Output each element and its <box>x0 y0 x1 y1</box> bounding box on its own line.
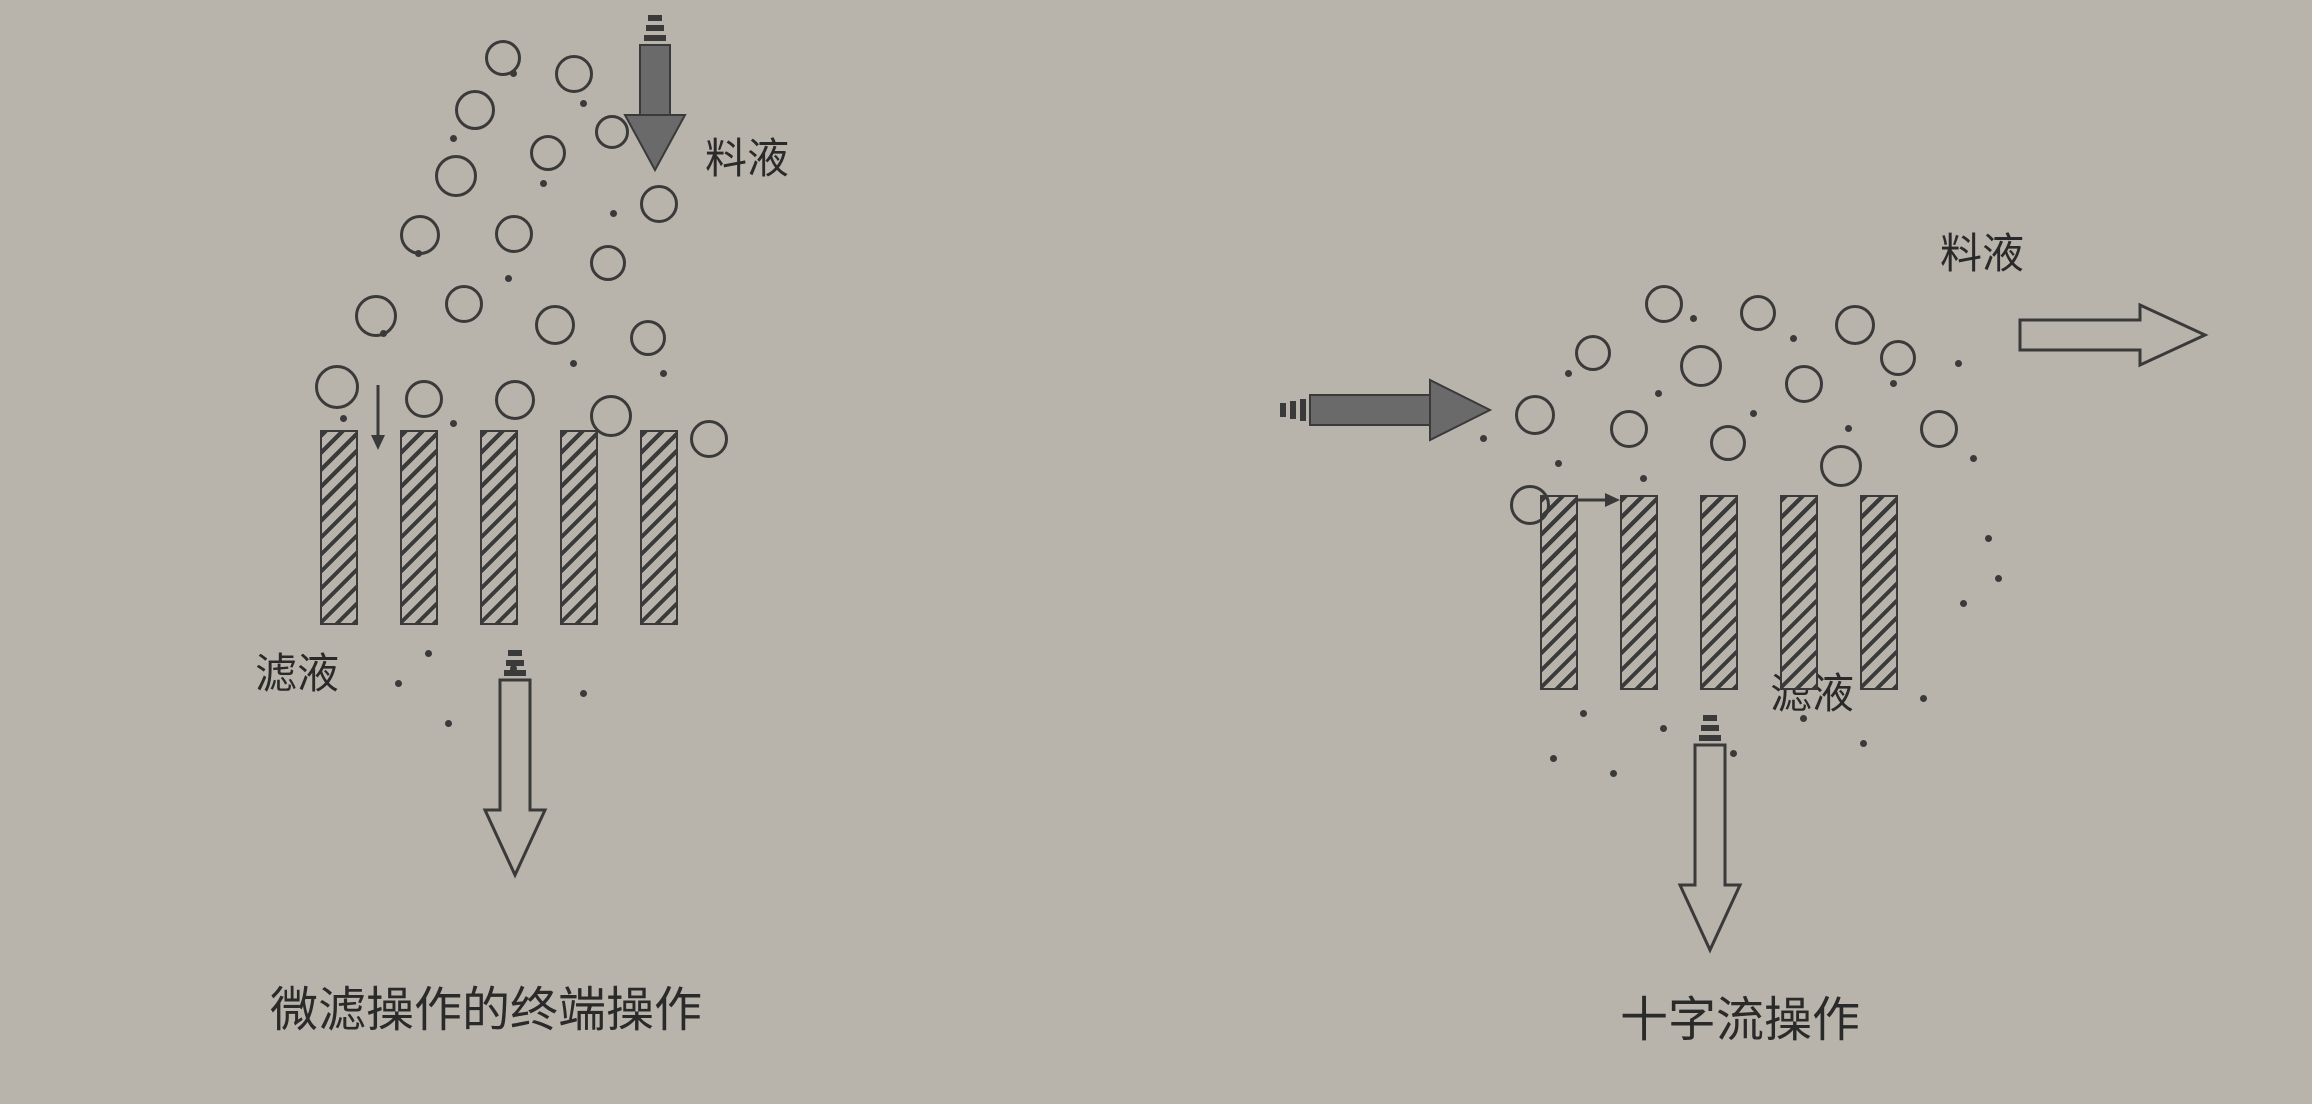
particle-large <box>690 420 728 458</box>
particle-small <box>1730 750 1737 757</box>
particle-large <box>555 55 593 93</box>
particle-small <box>415 250 422 257</box>
filtrate-label-left: 滤液 <box>255 640 339 701</box>
internal-arrow-icon <box>363 385 393 455</box>
particle-small <box>580 100 587 107</box>
particle-large <box>495 380 535 420</box>
membrane-bar <box>1700 495 1738 690</box>
particle-small <box>1920 695 1927 702</box>
particle-large <box>535 305 575 345</box>
particle-small <box>340 415 347 422</box>
particle-large <box>590 395 632 437</box>
particle-small <box>1790 335 1797 342</box>
particle-small <box>1860 740 1867 747</box>
particle-large <box>1785 365 1823 403</box>
membrane-bar <box>560 430 598 625</box>
particle-small <box>1610 770 1617 777</box>
particle-small <box>1750 410 1757 417</box>
particle-small <box>1800 715 1807 722</box>
particle-small <box>445 720 452 727</box>
particle-large <box>595 115 629 149</box>
particle-large <box>1575 335 1611 371</box>
particle-large <box>530 135 566 171</box>
particle-small <box>610 210 617 217</box>
particle-large <box>1645 285 1683 323</box>
particle-large <box>435 155 477 197</box>
particle-small <box>425 650 432 657</box>
particle-large <box>1510 485 1550 525</box>
membrane-bar <box>640 430 678 625</box>
membrane-bar <box>400 430 438 625</box>
particle-small <box>1985 535 1992 542</box>
feed-arrow-down-icon <box>620 15 690 185</box>
particle-small <box>1970 455 1977 462</box>
particle-large <box>315 365 359 409</box>
particle-small <box>450 135 457 142</box>
particle-large <box>1740 295 1776 331</box>
particle-large <box>445 285 483 323</box>
particle-small <box>505 275 512 282</box>
particle-large <box>405 380 443 418</box>
particle-small <box>1960 600 1967 607</box>
membrane-bar <box>320 430 358 625</box>
right-diagram: 料液 滤液 十字流操作 <box>1280 280 2180 1080</box>
membrane-bar <box>1860 495 1898 690</box>
membrane-bar <box>1620 495 1658 690</box>
particle-large <box>640 185 678 223</box>
particle-large <box>1880 340 1916 376</box>
particle-large <box>355 295 397 337</box>
feed-arrow-right-icon <box>1280 375 1495 445</box>
particle-large <box>630 320 666 356</box>
particle-small <box>510 665 517 672</box>
particle-large <box>1820 445 1862 487</box>
particle-small <box>540 180 547 187</box>
particle-large <box>1515 395 1555 435</box>
particle-large <box>495 215 533 253</box>
membrane-bar <box>1540 495 1578 690</box>
particle-large <box>455 90 495 130</box>
particle-small <box>450 420 457 427</box>
filtrate-arrow-down-icon <box>480 650 550 880</box>
particle-small <box>1480 435 1487 442</box>
particle-small <box>1565 370 1572 377</box>
particle-small <box>1640 475 1647 482</box>
particle-small <box>1690 315 1697 322</box>
caption-right: 十字流操作 <box>1620 980 1860 1050</box>
particle-large <box>400 215 440 255</box>
particle-large <box>1610 410 1648 448</box>
particle-small <box>1955 360 1962 367</box>
particle-small <box>1890 380 1897 387</box>
particle-small <box>1580 710 1587 717</box>
particle-small <box>510 70 517 77</box>
particle-small <box>570 360 577 367</box>
particle-small <box>380 330 387 337</box>
particle-small <box>1995 575 2002 582</box>
particle-small <box>1655 390 1662 397</box>
retentate-arrow-right-icon <box>2020 300 2210 370</box>
particle-small <box>580 690 587 697</box>
particle-large <box>1710 425 1746 461</box>
feed-label-left: 料液 <box>705 125 789 186</box>
particle-large <box>1680 345 1722 387</box>
particle-large <box>1835 305 1875 345</box>
left-diagram: 料液 滤液 微滤操作的终端操作 <box>250 20 950 1080</box>
feed-label-right: 料液 <box>1940 220 2024 281</box>
particle-large <box>590 245 626 281</box>
particle-small <box>660 370 667 377</box>
particle-small <box>1555 460 1562 467</box>
membrane-bar <box>1780 495 1818 690</box>
particle-small <box>1845 425 1852 432</box>
particle-small <box>1660 725 1667 732</box>
membrane-bar <box>480 430 518 625</box>
particle-small <box>1550 755 1557 762</box>
particle-small <box>395 680 402 687</box>
caption-left: 微滤操作的终端操作 <box>270 970 702 1040</box>
particle-large <box>1920 410 1958 448</box>
